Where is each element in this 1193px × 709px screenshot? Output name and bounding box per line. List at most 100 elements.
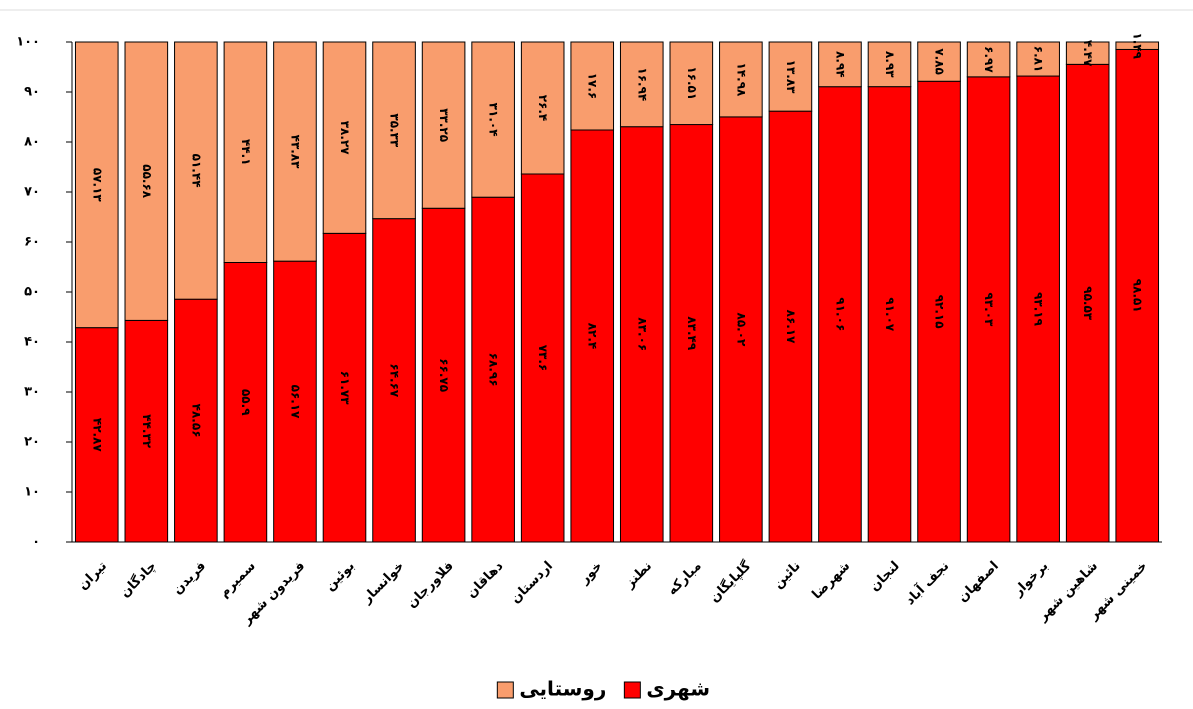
bar-segment: [124, 319, 169, 543]
bar-segment: [174, 41, 218, 300]
bar-segment: [421, 41, 466, 209]
data-label: ۵۵.۶۸: [140, 164, 154, 199]
x-tick-label: خوانسار: [359, 559, 407, 607]
data-label: ۱۷.۶: [586, 73, 600, 100]
data-label: ۳۸.۲۷: [338, 121, 352, 156]
x-tick-label: نجف آباد: [901, 557, 952, 608]
bar-segment: [917, 41, 961, 82]
x-tick-label: لنجان: [867, 559, 903, 595]
data-label: ۹۱.۰۶: [833, 297, 847, 331]
bar-segment: [124, 41, 169, 321]
data-label: ۸.۹۳: [883, 51, 897, 78]
data-label: ۶۶.۷۵: [437, 358, 451, 392]
data-label: ۵۷.۱۳: [90, 168, 104, 203]
x-tick-label: مبارکه: [665, 559, 705, 599]
x-tick-label: تیران: [76, 559, 111, 594]
data-label: ۹۳.۰۳: [982, 292, 996, 327]
data-label: ۳۱.۰۴: [487, 103, 501, 137]
y-tick-label: ۱۰۰: [16, 35, 40, 50]
data-label: ۸۳.۰۶: [635, 317, 649, 351]
bar-segment: [719, 41, 763, 118]
data-label: ۶۱.۷۳: [338, 371, 352, 406]
x-tick-label: شهرضا: [809, 559, 853, 603]
bar-segment: [174, 298, 218, 543]
y-tick-label: ۸۰: [24, 135, 40, 150]
x-tick-label: نائین: [771, 559, 804, 592]
data-label: ۴۲.۸۷: [90, 418, 104, 453]
legend-swatch: [623, 681, 641, 699]
bar-segment: [74, 41, 119, 329]
data-label: ۵۵.۹: [239, 389, 253, 416]
data-label: ۱.۴۹: [1131, 32, 1145, 59]
data-label: ۸۲.۴: [586, 323, 600, 350]
bar-segment: [1065, 63, 1110, 543]
x-tick-label: گلپایگان: [706, 558, 754, 606]
legend-label: روستایی: [519, 677, 606, 701]
x-tick-label: چادگان: [117, 558, 160, 601]
bar-segment: [818, 86, 862, 543]
data-label: ۱۶.۵۱: [685, 66, 699, 100]
bar-segment: [768, 41, 813, 112]
bar-segment: [372, 41, 416, 220]
bar-segment: [1065, 41, 1110, 65]
bar-segment: [966, 41, 1011, 78]
bar-segment: [619, 126, 664, 543]
bar-segment: [273, 41, 317, 262]
bar-segment: [719, 116, 763, 543]
data-label: ۹۱.۰۷: [883, 297, 897, 332]
y-tick-label: ۰: [32, 535, 40, 550]
bar-segment: [669, 41, 714, 126]
bar-segment: [471, 41, 515, 198]
bar-segment: [74, 327, 119, 543]
bar-segment: [273, 260, 317, 543]
data-label: ۶.۸۱: [1032, 46, 1046, 73]
bar-segment: [1016, 75, 1060, 543]
bar-segment: [322, 41, 367, 234]
x-tick-label: برخوار: [1010, 559, 1051, 600]
data-label: ۸۳.۴۹: [685, 316, 699, 351]
x-tick-label: بوئین: [323, 559, 358, 594]
y-tick-label: ۳۰: [24, 385, 40, 400]
data-label: ۸۶.۱۷: [784, 310, 798, 345]
data-label: ۹۸.۵۱: [1131, 279, 1145, 313]
y-tick-label: ۶۰: [24, 235, 40, 250]
y-tick-label: ۵۰: [24, 285, 40, 300]
y-tick-label: ۱۰: [24, 485, 40, 500]
bar-segment: [471, 196, 515, 543]
bar-segment: [570, 41, 615, 131]
data-label: ۸.۹۴: [833, 51, 847, 78]
data-label: ۶۴.۶۷: [388, 363, 402, 398]
data-label: ۴۴.۳۲: [140, 414, 154, 449]
bar-segment: [520, 173, 565, 543]
y-tick-label: ۴۰: [24, 335, 40, 350]
y-tick-label: ۷۰: [24, 185, 40, 200]
x-tick-label: دهاقان: [464, 558, 507, 601]
bar-segment: [867, 86, 912, 543]
bar-segment: [1016, 41, 1060, 77]
bar-segment: [966, 76, 1011, 543]
x-tick-label: اردستان: [508, 559, 556, 607]
y-tick-label: ۲۰: [24, 435, 40, 450]
bar-segment: [867, 41, 912, 88]
x-tick-label: اصفهان: [955, 559, 1002, 606]
data-label: ۴.۴۷: [1081, 40, 1095, 67]
bar-segment: [372, 218, 416, 543]
data-label: ۸۵.۰۲: [734, 313, 748, 348]
data-label: ۴۸.۵۶: [189, 404, 203, 438]
data-label: ۵۱.۴۴: [189, 154, 203, 188]
data-label: ۷.۸۵: [933, 48, 947, 75]
data-label: ۳۵.۳۳: [388, 113, 402, 148]
data-label: ۶۸.۹۶: [487, 353, 501, 387]
data-label: ۶.۹۷: [982, 46, 996, 73]
legend-swatch: [496, 681, 514, 699]
data-label: ۴۳.۸۳: [288, 135, 302, 170]
data-label: ۹۵.۵۳: [1081, 286, 1095, 321]
data-label: ۱۳.۸۳: [784, 60, 798, 95]
data-label: ۱۴.۹۸: [734, 63, 748, 98]
bar-segment: [223, 262, 268, 543]
bar-segment: [917, 80, 961, 543]
bar-segment: [570, 129, 615, 543]
data-label: ۹۳.۱۹: [1032, 292, 1046, 327]
data-label: ۹۲.۱۵: [933, 295, 947, 329]
